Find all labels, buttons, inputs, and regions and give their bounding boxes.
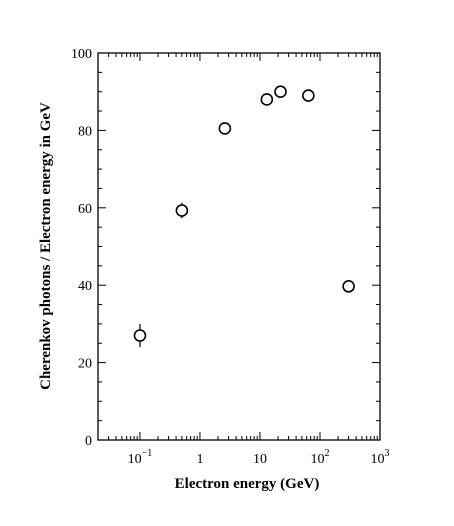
y-tick-label: 100 <box>71 47 92 62</box>
data-point <box>342 280 355 293</box>
data-points <box>133 85 355 348</box>
y-tick-label: 80 <box>78 124 92 139</box>
axis-ticks <box>97 52 381 441</box>
data-point <box>175 204 189 217</box>
data-point <box>260 93 274 106</box>
data-point <box>302 89 315 102</box>
x-tick-label: 1 <box>196 452 203 467</box>
x-axis-title: Electron energy (GeV) <box>175 476 320 492</box>
plot-frame <box>97 52 381 441</box>
data-point <box>133 329 147 342</box>
y-tick-labels: 0 20 40 60 80 100 <box>71 47 92 449</box>
x-tick-label: 10−1 <box>128 448 153 467</box>
data-point <box>218 122 232 135</box>
x-tick-label: 10 <box>253 452 267 467</box>
x-tick-label: 103 <box>371 448 390 467</box>
y-tick-label: 0 <box>85 434 92 449</box>
y-tick-label: 20 <box>78 357 92 372</box>
y-tick-label: 60 <box>78 202 92 217</box>
data-point <box>274 85 287 98</box>
y-tick-label: 40 <box>78 279 92 294</box>
x-tick-labels: 10−1 1 10 102 103 <box>128 448 390 467</box>
y-axis-title: Cherenkov photons / Electron energy in G… <box>38 102 54 390</box>
x-tick-label: 102 <box>310 448 329 467</box>
